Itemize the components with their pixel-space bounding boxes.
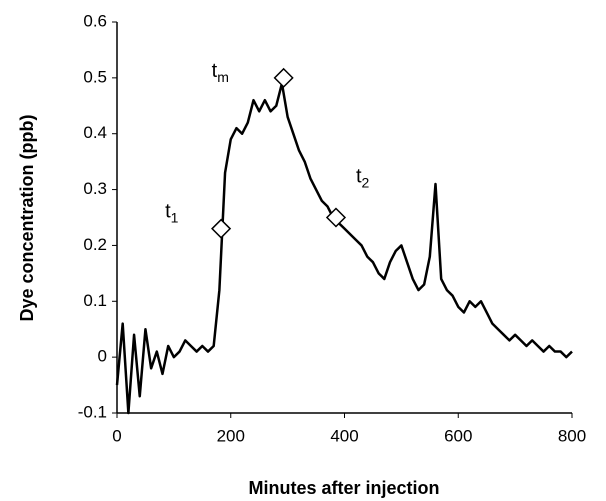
y-tick-label: 0 [98,347,107,366]
x-tick-label: 800 [558,426,586,445]
y-tick-label: 0.1 [83,291,107,310]
y-tick-label: 0.2 [83,235,107,254]
marker-label-text: t [356,166,362,188]
marker-diamond [211,218,232,239]
x-tick-label: 600 [444,426,472,445]
marker-label-subscript: 1 [171,209,179,225]
marker-label-subscript: 2 [362,174,370,190]
y-tick-label: 0.6 [83,11,107,30]
x-axis-title: Minutes after injection [248,478,439,498]
marker-diamond [325,207,347,228]
marker-label-text: t [165,201,171,223]
y-tick-label: 0.4 [83,123,107,142]
data-line [115,82,573,415]
y-tick-label: 0.5 [83,67,107,86]
y-tick-label: 0.3 [83,179,107,198]
marker-label-text: t [212,60,218,82]
x-tick-label: 400 [330,426,358,445]
marker-label: t2 [356,166,370,190]
marker-diamond [273,67,294,88]
y-axis-title: Dye concentration (ppb) [17,114,37,321]
y-tick-label: -0.1 [78,402,107,421]
marker-label: t1 [165,201,179,225]
x-tick-label: 200 [217,426,245,445]
marker-label-subscript: m [217,69,229,85]
x-tick-label: 0 [112,426,121,445]
marker-label: tm [212,60,229,84]
